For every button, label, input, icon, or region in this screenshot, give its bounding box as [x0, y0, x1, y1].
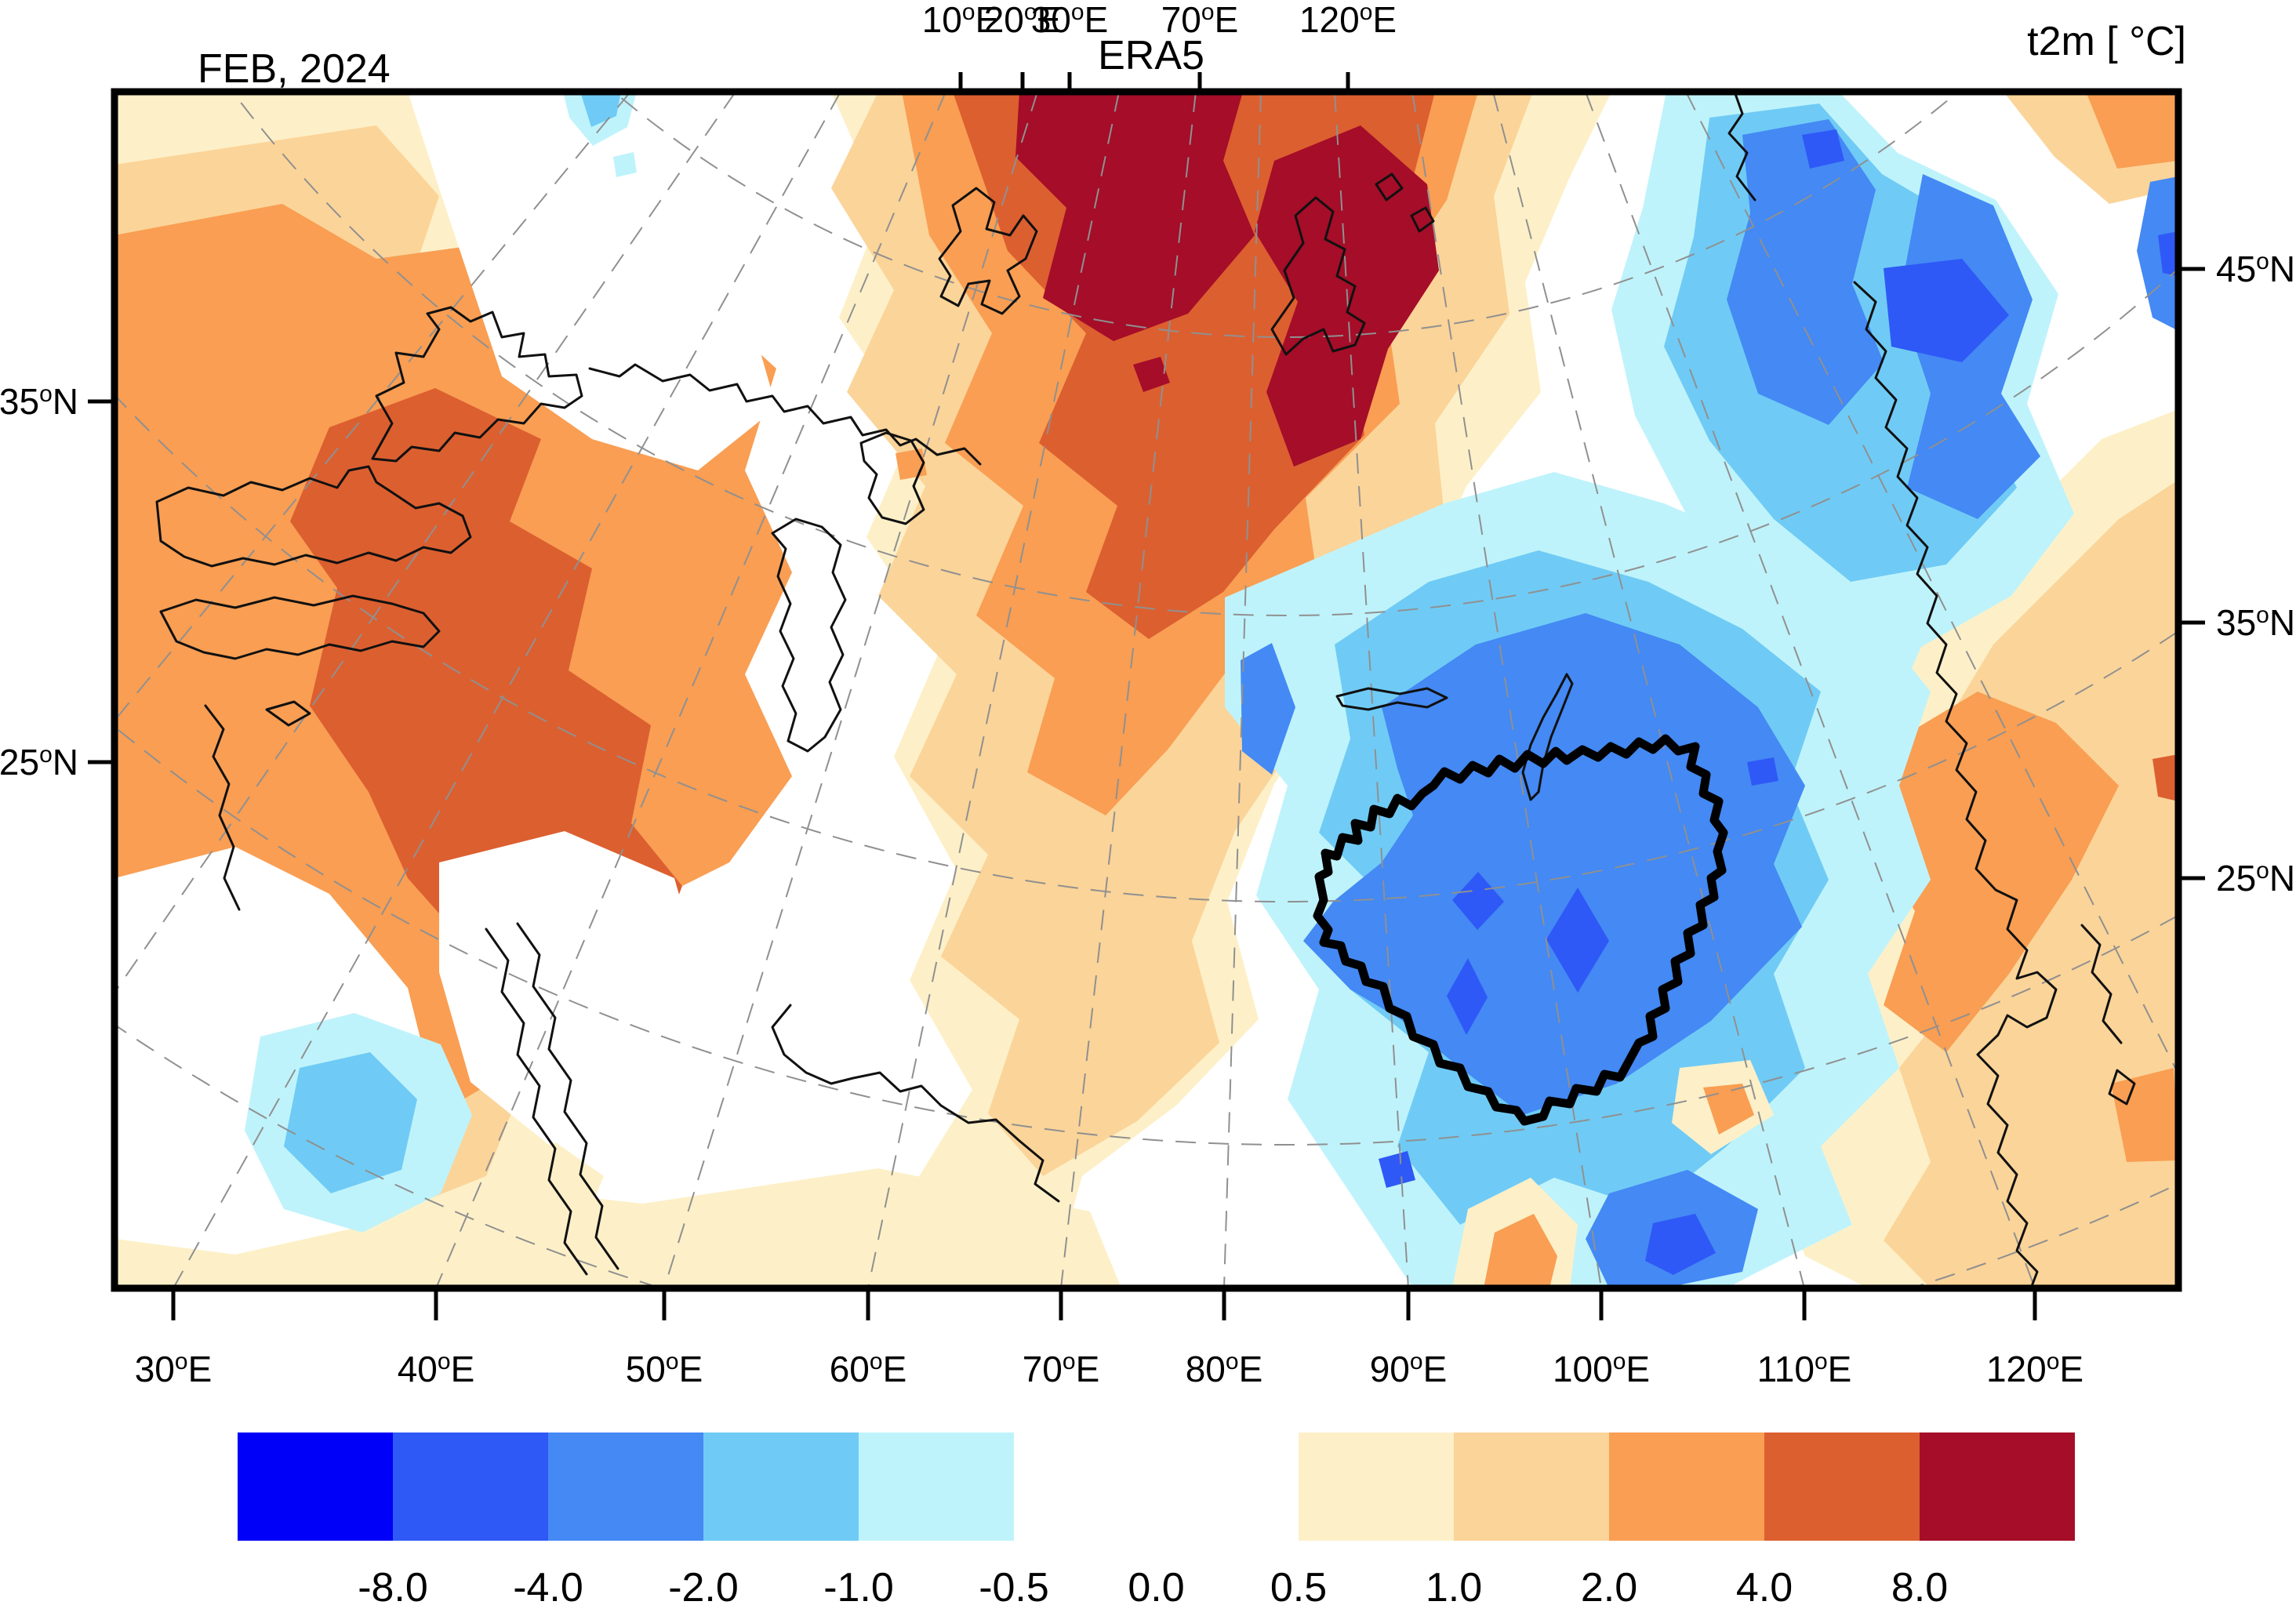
coast-islet	[2108, 1069, 2136, 1106]
colorbar-tick-label: -1.0	[823, 1565, 894, 1605]
tick-label: 70oE	[1023, 1349, 1100, 1389]
tick-label: 80oE	[1186, 1349, 1263, 1389]
map-area	[114, 92, 2178, 1288]
colorbar-tick-label: -4.0	[513, 1565, 583, 1605]
tick-label: 30oE	[135, 1349, 213, 1389]
colorbar-cell-positive	[1454, 1433, 1609, 1541]
tick-label: 40oE	[398, 1349, 475, 1389]
tick-label: 30oE	[1031, 0, 1109, 40]
coast-levant	[204, 704, 241, 911]
tick-label: 45oN	[2216, 249, 2295, 289]
tick-label: 70oE	[1161, 0, 1239, 40]
coast-east-asia-north	[1727, 92, 1757, 202]
colorbar-cell-positive	[1764, 1433, 1920, 1541]
title-variable-units: t2m [ °C]	[2027, 19, 2186, 64]
coastlines	[155, 92, 2136, 1288]
tick-label: 20oE	[984, 0, 1062, 40]
tick-label: 90oE	[1370, 1349, 1448, 1389]
colorbar-tick-label: -8.0	[358, 1565, 428, 1605]
title-dataset: ERA5	[1098, 33, 1204, 78]
tick-label: 120oE	[1299, 0, 1397, 40]
tick-label: 120oE	[1986, 1349, 2083, 1389]
colorbar-cell-positive	[1920, 1433, 2075, 1541]
coast-baltic	[371, 306, 583, 463]
extreme-warm-core-west	[1015, 92, 1255, 341]
mongolia-outline	[1313, 734, 1728, 1126]
colorbar-cell-negative	[859, 1433, 1014, 1541]
tick-label: 110oE	[1757, 1349, 1852, 1389]
axis-bottom: 30oE 40oE 50oE 60oE 70oE 80oE 90oE 100oE 110oE 12…	[135, 1288, 2083, 1389]
axis-right: 45oN 35oN 25oN	[2178, 249, 2295, 899]
colorbar: -8.0 -4.0 -2.0 -1.0 -0.5 0.0 0.5 1.0 2.0 4.0 8.0	[238, 1433, 2075, 1605]
tick-label: 100oE	[1553, 1349, 1650, 1389]
coast-aral	[859, 431, 925, 525]
colorbar-tick-label: -2.0	[668, 1565, 739, 1605]
coast-east-asia	[1853, 281, 2058, 1288]
title-period: FEB, 2024	[198, 46, 391, 92]
colorbar-cell-positive	[1609, 1433, 1764, 1541]
coast-caspian	[771, 517, 847, 753]
coast-red-sea-west	[485, 928, 588, 1276]
tick-label: 50oE	[626, 1349, 703, 1389]
coast-japan-arc	[2080, 924, 2123, 1044]
coast-red-sea-east	[516, 922, 619, 1270]
colorbar-cell-positive	[1299, 1433, 1454, 1541]
cold-region-central-mongolia	[1225, 472, 1931, 1288]
coast-cyprus	[265, 700, 311, 727]
colorbar-tick-label: 4.0	[1736, 1565, 1793, 1605]
coast-islet	[1410, 206, 1435, 233]
coast-baikal	[1521, 673, 1574, 801]
coast-islands-2	[1270, 196, 1366, 356]
colorbar-tick-label: 1.0	[1426, 1565, 1482, 1605]
colorbar-cell-negative	[548, 1433, 703, 1541]
scattered-anomaly-patches	[245, 92, 1774, 1288]
coast-anatolia	[159, 594, 441, 660]
colorbar-tick-label: 8.0	[1891, 1565, 1948, 1605]
colorbar-tick-label: 0.5	[1270, 1565, 1327, 1605]
tick-label: 35oN	[2216, 602, 2295, 643]
colorbar-tick-label: -0.5	[979, 1565, 1049, 1605]
coast-islands-1	[938, 187, 1038, 315]
colorbar-tick-label: 0.0	[1128, 1565, 1184, 1605]
coast-black-sea	[155, 465, 472, 568]
axis-left: 35oN 25oN	[0, 381, 114, 783]
colorbar-tick-label: 2.0	[1581, 1565, 1637, 1605]
coast-balkhash	[1335, 687, 1448, 711]
coast-islet	[1375, 172, 1404, 202]
map-border	[111, 88, 2182, 1292]
tick-label: 25oN	[0, 742, 78, 783]
colorbar-cell-negative	[703, 1433, 859, 1541]
colorbar-cell-negative	[238, 1433, 393, 1541]
graticule	[114, 92, 2178, 1288]
colorbar-cell-negative	[393, 1433, 548, 1541]
warm-region-north-center	[831, 92, 1611, 1288]
tick-label: 35oN	[0, 381, 78, 422]
tick-label: 10oE	[922, 0, 1000, 40]
coast-persian-gulf	[771, 1004, 1060, 1203]
coast-arctic	[588, 363, 982, 466]
tick-label: 25oN	[2216, 858, 2295, 899]
tick-label: 60oE	[830, 1349, 907, 1389]
